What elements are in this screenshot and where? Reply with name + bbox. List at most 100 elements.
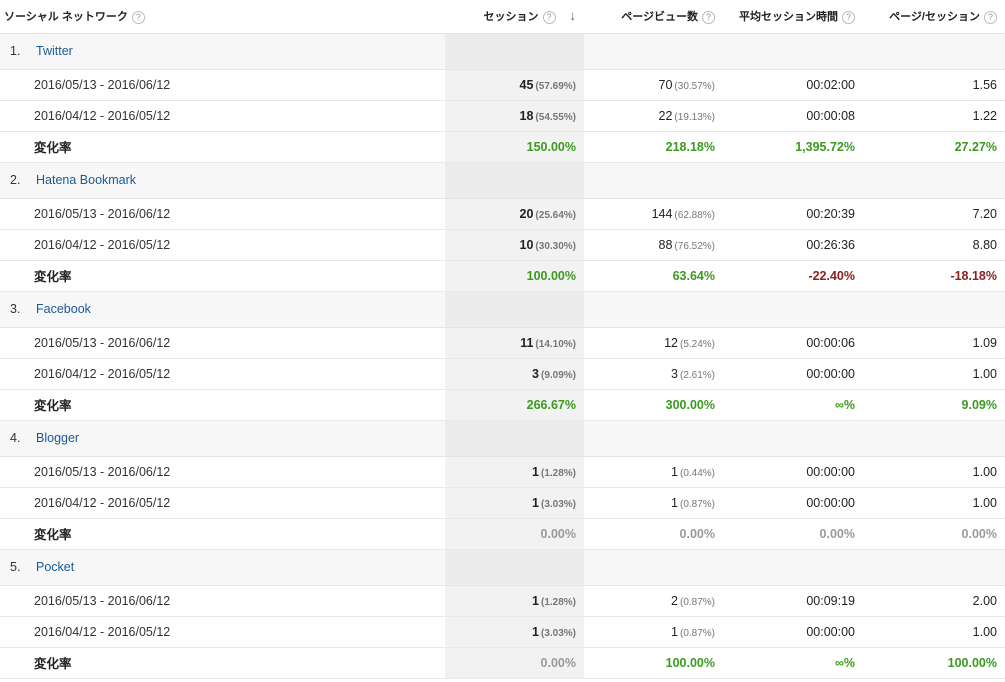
date-range-row: 2016/04/12 - 2016/05/12 18 (54.55%) 22 (19.1… — [0, 100, 1005, 132]
empty-cell — [445, 291, 584, 328]
empty-cell — [584, 549, 723, 586]
date-range-row: 2016/05/13 - 2016/06/12 45 (57.69%) 70 (30.5… — [0, 69, 1005, 101]
empty-cell — [445, 33, 584, 70]
sessions-cell: 18 (54.55%) — [445, 100, 584, 132]
header-sessions[interactable]: セッション? ↓ — [445, 0, 584, 34]
empty-cell — [584, 33, 723, 70]
date-range-label: 2016/04/12 - 2016/05/12 — [0, 100, 445, 132]
avg-duration-value: 00:02:00 — [723, 69, 863, 101]
header-social-network[interactable]: ソーシャル ネットワーク? — [0, 0, 445, 34]
pageviews-cell: 1 (0.44%) — [584, 456, 723, 488]
date-range-row: 2016/05/13 - 2016/06/12 11 (14.10%) 12 (5.24… — [0, 327, 1005, 359]
empty-cell — [723, 162, 863, 199]
sessions-value: 1 — [532, 495, 539, 510]
avg-duration-value: 00:20:39 — [723, 198, 863, 230]
change-rate-row: 変化率 0.00% 100.00% ∞% 100.00% — [0, 647, 1005, 679]
pageviews-value: 70 — [658, 77, 673, 92]
date-range-label: 2016/04/12 - 2016/05/12 — [0, 229, 445, 261]
sessions-cell: 3 (9.09%) — [445, 358, 584, 390]
header-label: セッション — [483, 11, 539, 24]
empty-cell — [863, 33, 1005, 70]
help-icon[interactable]: ? — [131, 10, 145, 24]
help-icon[interactable]: ? — [542, 10, 556, 24]
sessions-value: 1 — [532, 464, 539, 479]
avg-duration-change: ∞% — [723, 647, 863, 679]
date-range-row: 2016/04/12 - 2016/05/12 1 (3.03%) 1 (0.87%) 0… — [0, 616, 1005, 648]
pageviews-change: 63.64% — [584, 260, 723, 292]
empty-cell — [863, 549, 1005, 586]
help-icon[interactable]: ? — [702, 10, 715, 24]
sessions-percent: (57.69%) — [535, 80, 576, 92]
header-pages-per-session[interactable]: ページ/セッション? — [863, 0, 1005, 34]
row-index: 3. — [10, 302, 21, 316]
pages-per-session-value: 1.00 — [863, 616, 1005, 648]
empty-cell — [723, 291, 863, 328]
header-label: ソーシャル ネットワーク — [4, 11, 128, 24]
pageviews-change: 0.00% — [584, 518, 723, 550]
pageviews-percent: (0.87%) — [679, 627, 715, 639]
network-name-cell: 4. Blogger — [0, 420, 445, 457]
pages-per-session-value: 8.80 — [863, 229, 1005, 261]
row-index: 4. — [10, 431, 21, 445]
empty-cell — [723, 549, 863, 586]
header-pageviews[interactable]: ページビュー数? — [584, 0, 723, 34]
pageviews-value: 2 — [671, 593, 678, 608]
pages-per-session-value: 1.22 — [863, 100, 1005, 132]
pageviews-value: 88 — [658, 237, 673, 252]
sessions-change: 0.00% — [445, 518, 584, 550]
empty-cell — [863, 420, 1005, 457]
pageviews-cell: 1 (0.87%) — [584, 487, 723, 519]
sessions-value: 3 — [532, 366, 539, 381]
network-link[interactable]: Facebook — [36, 302, 91, 316]
network-name-cell: 2. Hatena Bookmark — [0, 162, 445, 199]
empty-cell — [445, 549, 584, 586]
pageviews-cell: 88 (76.52%) — [584, 229, 723, 261]
change-rate-label: 変化率 — [0, 647, 445, 679]
header-avg-session-duration[interactable]: 平均セッション時間? — [723, 0, 863, 34]
network-name-cell: 1. Twitter — [0, 33, 445, 70]
avg-duration-value: 00:00:00 — [723, 616, 863, 648]
network-link[interactable]: Blogger — [36, 431, 80, 445]
sessions-change: 266.67% — [445, 389, 584, 421]
sessions-cell: 1 (3.03%) — [445, 487, 584, 519]
change-rate-label: 変化率 — [0, 518, 445, 550]
sessions-value: 20 — [519, 206, 534, 221]
network-link[interactable]: Hatena Bookmark — [36, 173, 137, 187]
pageviews-value: 3 — [671, 366, 678, 381]
change-rate-row: 変化率 150.00% 218.18% 1,395.72% 27.27% — [0, 131, 1005, 163]
avg-duration-value: 00:00:00 — [723, 487, 863, 519]
pages-per-session-value: 1.00 — [863, 456, 1005, 488]
pageviews-value: 144 — [651, 206, 673, 221]
sessions-value: 45 — [519, 77, 534, 92]
sort-descending-icon[interactable]: ↓ — [569, 8, 577, 24]
pages-per-session-value: 2.00 — [863, 585, 1005, 617]
empty-cell — [584, 420, 723, 457]
date-range-label: 2016/04/12 - 2016/05/12 — [0, 487, 445, 519]
avg-duration-change: -22.40% — [723, 260, 863, 292]
sessions-value: 11 — [520, 335, 534, 350]
sessions-percent: (14.10%) — [535, 338, 576, 350]
sessions-value: 1 — [532, 624, 539, 639]
avg-duration-change: ∞% — [723, 389, 863, 421]
network-link[interactable]: Pocket — [36, 560, 75, 574]
avg-duration-value: 00:00:00 — [723, 358, 863, 390]
help-icon[interactable]: ? — [842, 10, 855, 24]
pageviews-cell: 1 (0.87%) — [584, 616, 723, 648]
network-link[interactable]: Twitter — [36, 44, 73, 58]
sessions-value: 18 — [519, 108, 534, 123]
date-range-label: 2016/05/13 - 2016/06/12 — [0, 456, 445, 488]
help-icon[interactable]: ? — [984, 10, 997, 24]
avg-duration-value: 00:09:19 — [723, 585, 863, 617]
pageviews-percent: (76.52%) — [674, 240, 715, 252]
empty-cell — [723, 33, 863, 70]
network-group-row: 4. Blogger — [0, 420, 1005, 457]
date-range-row: 2016/05/13 - 2016/06/12 1 (1.28%) 2 (0.87%) 0… — [0, 585, 1005, 617]
empty-cell — [723, 420, 863, 457]
pages-per-session-value: 1.00 — [863, 358, 1005, 390]
pageviews-change: 218.18% — [584, 131, 723, 163]
sessions-cell: 20 (25.64%) — [445, 198, 584, 230]
pageviews-change: 100.00% — [584, 647, 723, 679]
date-range-label: 2016/05/13 - 2016/06/12 — [0, 585, 445, 617]
change-rate-row: 変化率 100.00% 63.64% -22.40% -18.18% — [0, 260, 1005, 292]
change-rate-row: 変化率 266.67% 300.00% ∞% 9.09% — [0, 389, 1005, 421]
